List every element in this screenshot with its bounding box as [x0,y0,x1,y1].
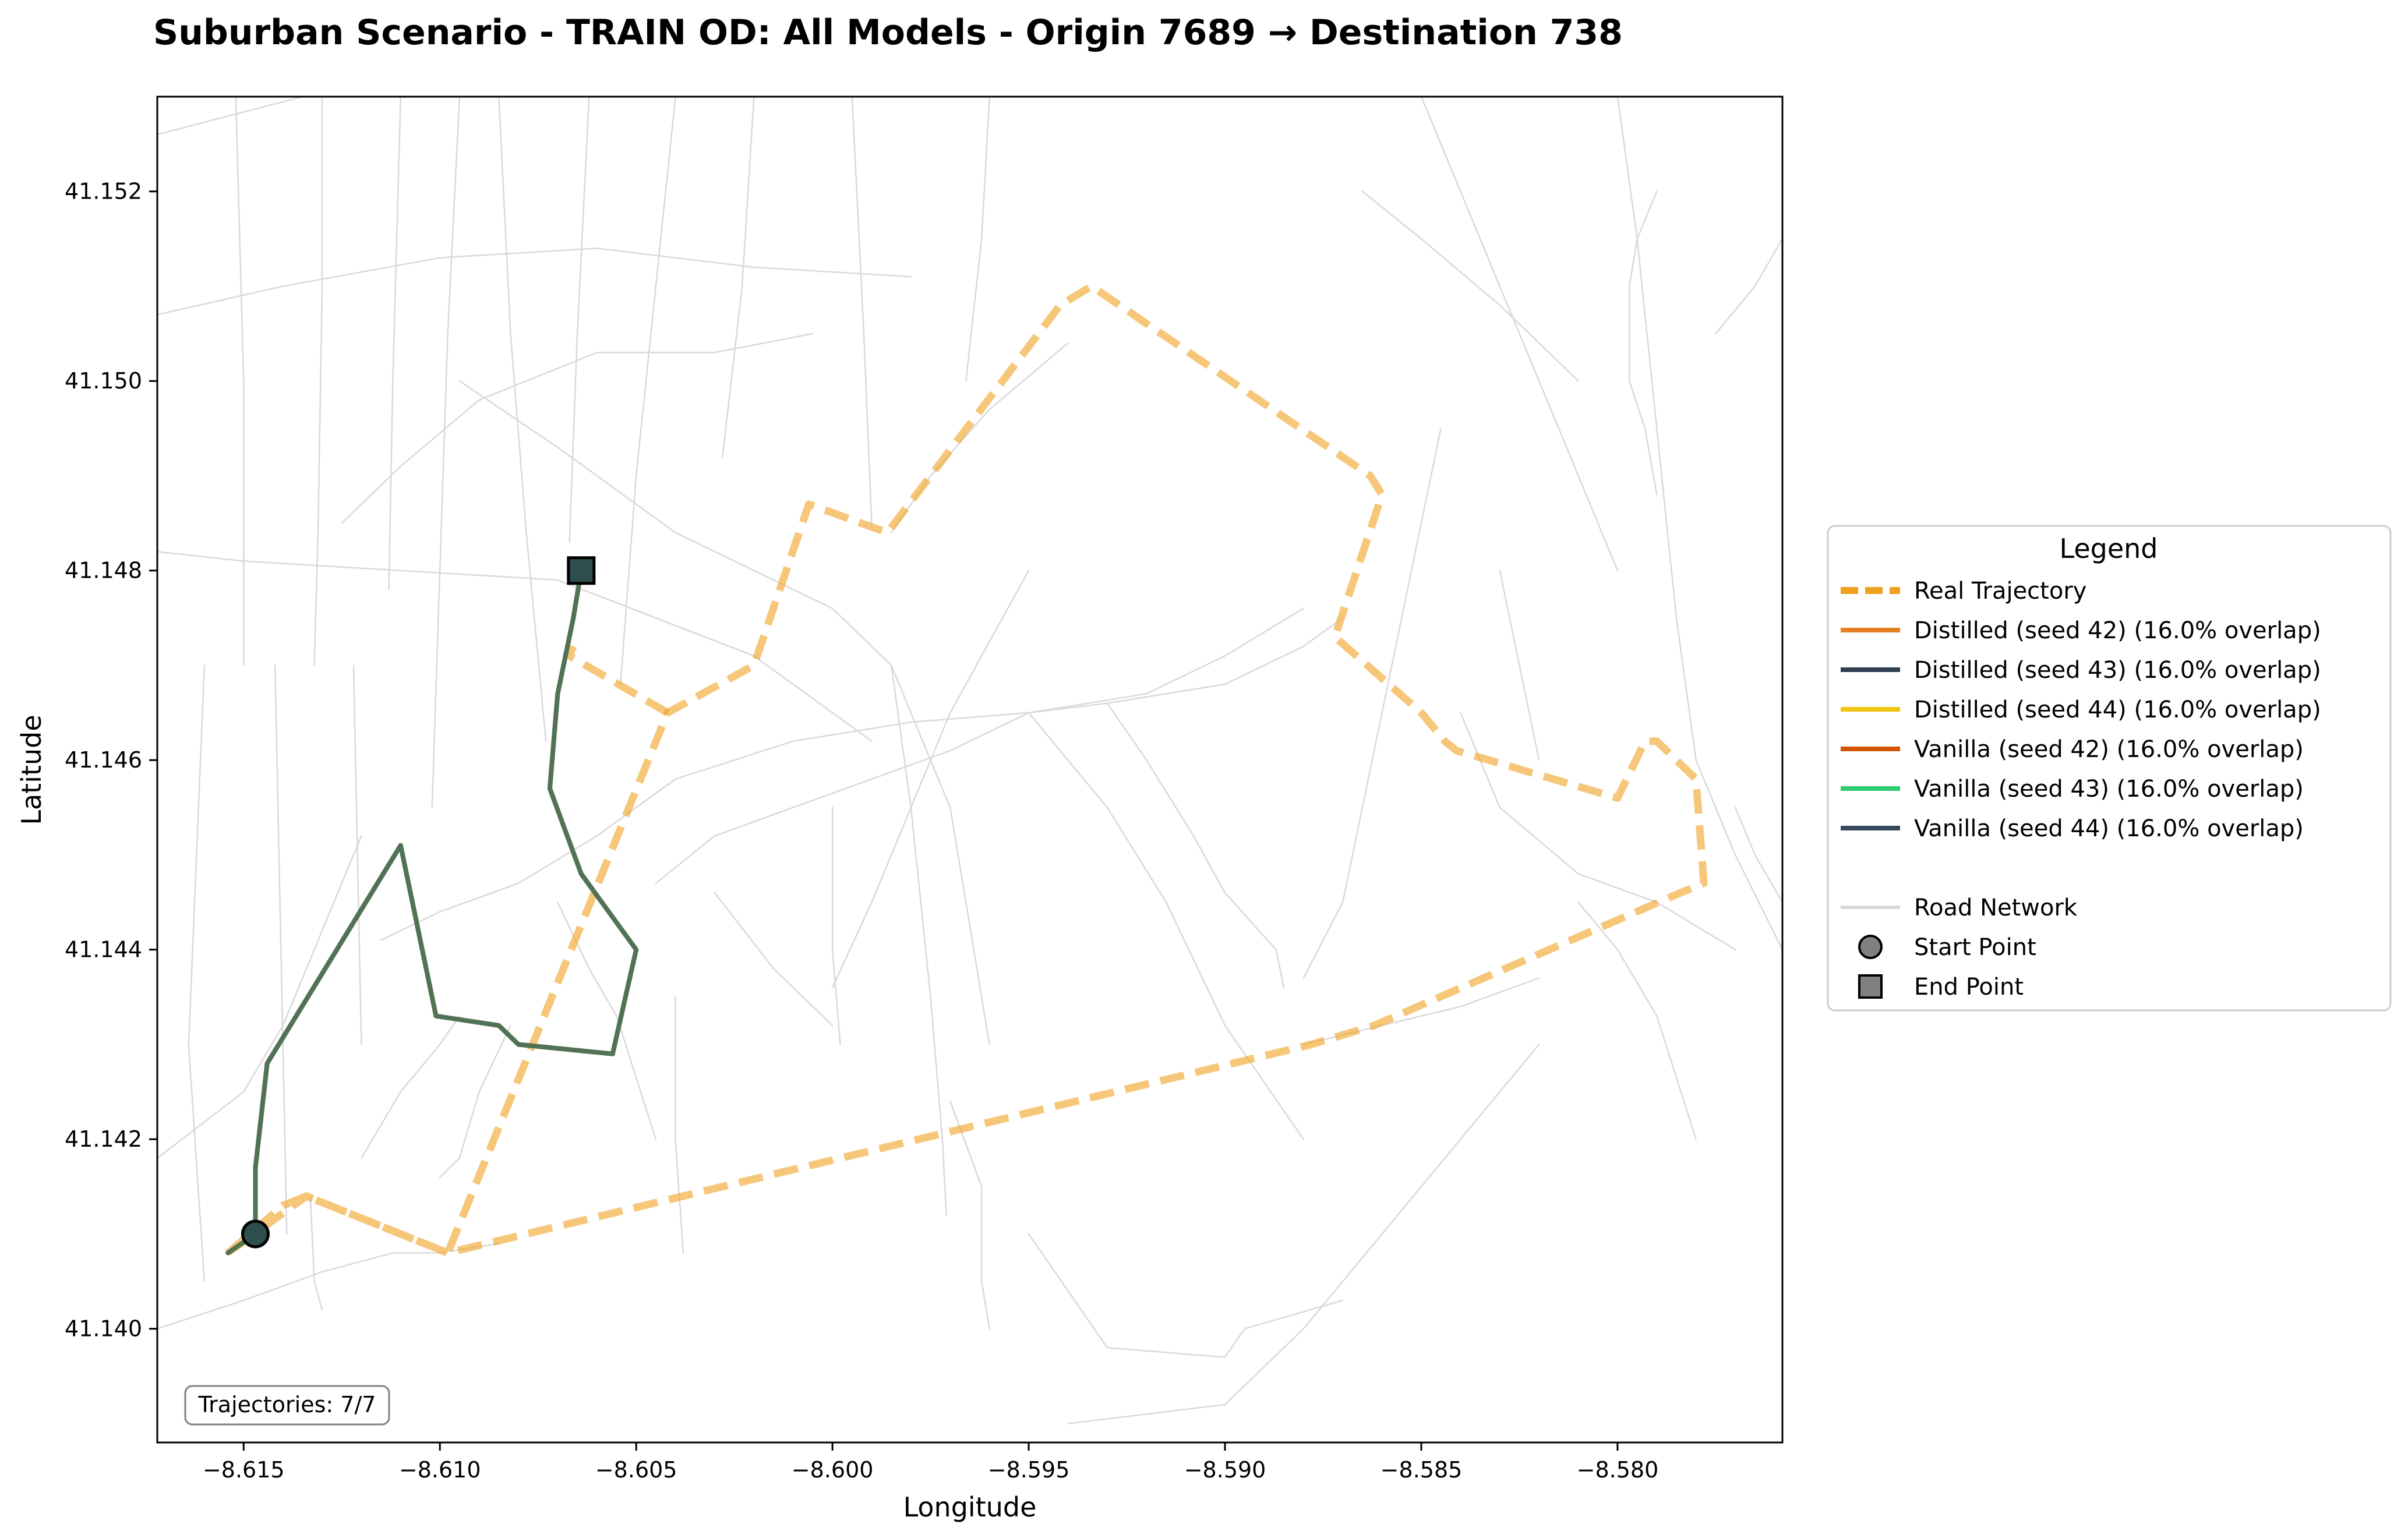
road-segment-13 [851,97,873,524]
road-segment-12 [722,97,755,458]
trajectory-count-box: Trajectories: 7/7 [184,1385,390,1426]
y-axis-ticks: 41.140 41.142 41.144 41.146 41.148 41.150 41.1… [65,179,157,1342]
road-segment-33 [1067,1044,1540,1424]
road-segment-24 [714,892,834,1027]
road-segment-43 [1577,901,1697,1140]
road-segment-29 [949,1100,990,1330]
y-tick-label-4: 41.148 [65,558,142,584]
road-segment-30 [1028,712,1305,1140]
road-segment-0 [157,97,629,136]
road-segment-9 [498,97,547,742]
road-segment-17 [274,664,288,1235]
road-segment-48 [675,996,684,1254]
od-markers [241,556,596,1249]
road-segment-27 [890,664,990,1045]
x-tick-label-1: −8.610 [399,1457,481,1483]
legend-label-0: Real Trajectory [1914,578,2086,604]
series-line-0 [225,282,1708,1257]
trajectory-count-label: Trajectories: 7/7 [198,1392,376,1417]
x-tick-label-4: −8.595 [988,1457,1070,1483]
x-axis-label: Longitude [903,1491,1037,1523]
y-tick-label-6: 41.152 [65,179,142,204]
road-segment-28 [890,664,947,1216]
series-line-1 [566,645,670,716]
legend-label-6: Vanilla (seed 44) (16.0% overlap) [1914,815,2304,842]
y-axis-label: Latitude [16,715,47,825]
road-segment-49 [831,807,841,1045]
road-segment-38 [1420,97,1619,571]
legend-label-1: Distilled (seed 42) (16.0% overlap) [1914,617,2321,644]
x-tick-label-0: −8.615 [203,1457,285,1483]
road-segment-19 [157,1242,500,1330]
road-segment-8 [431,97,461,808]
x-tick-label-6: −8.585 [1380,1457,1463,1483]
road-segment-42 [1734,807,1782,903]
road-segment-6 [313,97,323,666]
plot-frame [156,96,1784,1444]
road-segment-2 [458,380,892,666]
road-network [157,97,1782,1424]
x-axis-ticks: −8.615 −8.610 −8.605 −8.600 −8.595 −8.590 −8.5… [203,1442,1658,1483]
road-segment-14 [965,97,990,382]
road-segment-23 [655,607,1305,885]
x-tick-label-2: −8.605 [595,1457,677,1483]
legend-label-3: Distilled (seed 44) (16.0% overlap) [1914,696,2321,723]
legend-label-road: Road Network [1914,894,2078,921]
road-segment-32 [1028,1233,1344,1358]
road-segment-11 [619,97,676,685]
road-segment-4 [157,248,912,316]
y-tick-label-2: 41.144 [65,937,142,963]
y-tick-label-5: 41.150 [65,368,142,394]
x-tick-label-3: −8.600 [792,1457,874,1483]
legend-swatch-end [1858,974,1883,999]
road-segment-20 [309,1195,323,1311]
trajectory-series [225,282,1708,1257]
road-segment-41 [1715,238,1782,335]
y-tick-label-3: 41.146 [65,747,142,773]
road-segment-18 [352,664,362,1045]
legend-frame [1827,525,2392,1012]
y-tick-label-0: 41.140 [65,1316,142,1342]
legend-label-end: End Point [1914,974,2024,1000]
legend-label-5: Vanilla (seed 43) (16.0% overlap) [1914,776,2304,802]
road-segment-7 [388,97,402,591]
road-segment-40 [1628,190,1658,496]
legend-label-2: Distilled (seed 43) (16.0% overlap) [1914,657,2321,684]
legend-label-4: Vanilla (seed 42) (16.0% overlap) [1914,736,2304,763]
road-segment-10 [569,97,590,543]
road-segment-16 [188,664,206,1282]
x-tick-label-5: −8.590 [1184,1457,1266,1483]
legend: Legend Real Trajectory Distilled (seed 42… [1827,525,2392,1012]
road-segment-46 [439,1024,511,1178]
end-point-marker [567,556,596,585]
legend-title: Legend [2060,533,2158,564]
road-segment-5 [235,97,245,666]
legend-label-start: Start Point [1914,934,2036,961]
road-segment-35 [1460,712,1736,950]
start-point-marker [241,1219,270,1249]
chart-title: Suburban Scenario - TRAIN OD: All Models… [153,12,1623,53]
road-segment-36 [1499,570,1540,761]
road-segment-37 [1361,190,1579,382]
y-tick-label-1: 41.142 [65,1126,142,1152]
road-segment-31 [1106,702,1285,989]
x-tick-label-7: −8.580 [1577,1457,1659,1483]
road-segment-1 [157,550,873,742]
road-segment-34 [1302,427,1442,979]
legend-swatch-start [1858,935,1883,959]
series-line-7 [225,568,639,1256]
road-segment-45 [361,1015,461,1159]
